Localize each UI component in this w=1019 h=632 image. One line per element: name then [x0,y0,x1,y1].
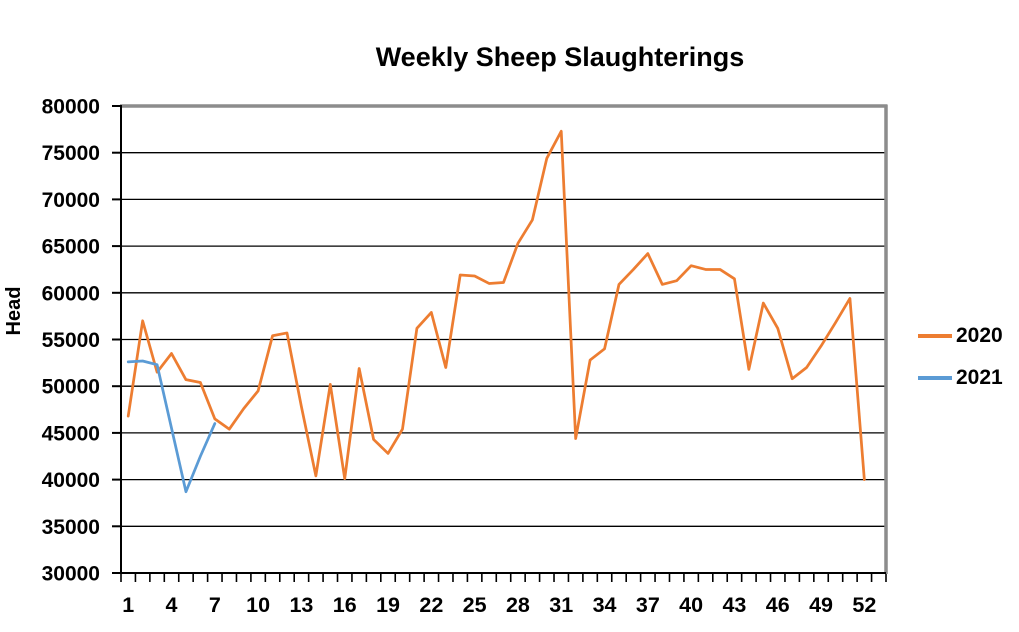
y-tick-label: 55000 [42,329,100,352]
x-tick-label: 52 [852,593,876,617]
x-tick-label: 37 [636,593,660,617]
series-line-2021 [126,359,217,494]
y-tick-label: 35000 [42,516,100,539]
legend-item-2021: 2021 [918,366,1003,390]
legend-swatch-2020 [918,334,952,338]
y-tick-label: 65000 [42,236,100,259]
x-tick-label: 31 [549,593,573,617]
x-tick-label: 22 [419,593,443,617]
y-tick-label: 45000 [42,422,100,445]
y-tick-label: 40000 [42,469,100,492]
y-tick-label: 30000 [42,563,100,586]
x-tick-label: 25 [463,593,487,617]
x-tick-label: 28 [506,593,530,617]
y-tick-label: 75000 [42,142,100,165]
x-tick-label: 4 [166,593,178,617]
x-tick-label: 10 [246,593,270,617]
x-tick-label: 43 [722,593,746,617]
x-tick-label: 16 [333,593,357,617]
y-tick-label: 70000 [42,189,100,212]
x-tick-label: 49 [809,593,833,617]
x-tick-label: 46 [766,593,790,617]
x-tick-label: 34 [593,593,617,617]
legend-label-2021: 2021 [956,366,1003,389]
series-line-2020 [126,129,866,481]
x-tick-label: 19 [376,593,400,617]
x-tick-label: 13 [289,593,313,617]
x-tick-label: 7 [209,593,221,617]
y-tick-label: 80000 [42,96,100,119]
legend-label-2020: 2020 [956,324,1003,347]
x-tick-label: 1 [122,593,134,617]
legend-item-2020: 2020 [918,324,1003,348]
legend: 2020 2021 [918,0,1019,632]
chart-title: Weekly Sheep Slaughterings [375,42,745,72]
legend-swatch-2021 [918,376,952,380]
y-tick-label: 60000 [42,282,100,305]
x-tick-label: 40 [679,593,703,617]
y-tick-label: 50000 [42,376,100,399]
